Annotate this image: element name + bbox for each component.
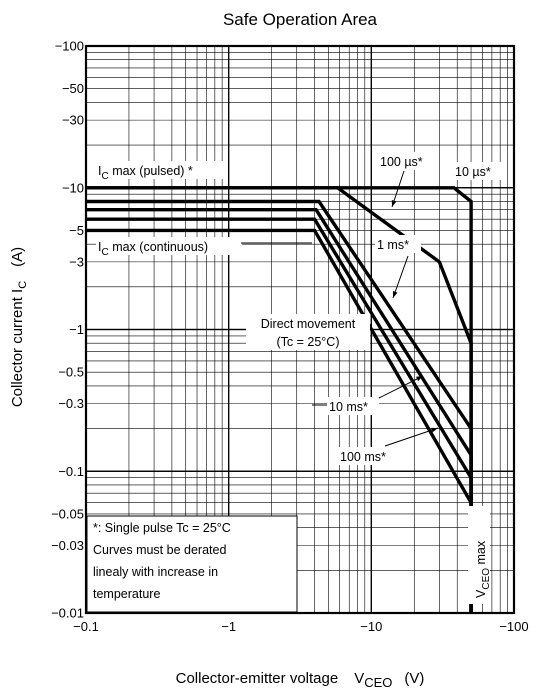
y-tick-label: −0.03 <box>51 538 84 553</box>
plot-frame <box>84 44 516 615</box>
y-tick-label: −3 <box>69 254 84 269</box>
ic-max-pulsed-label: IC max (pulsed) * <box>98 164 193 182</box>
y-tick-label: −0.05 <box>51 506 84 521</box>
ms1-arrow-head <box>392 291 398 298</box>
label-direct-movement: Direct movement <box>261 317 356 331</box>
ms10-bg <box>327 397 379 415</box>
y-tick-label: −100 <box>55 39 84 54</box>
ic-continuous-bg <box>96 237 242 255</box>
label-10us: 10 µs* <box>455 165 491 179</box>
ms1-arrow <box>392 255 409 299</box>
label-direct-movement-tc: (Tc = 25°C) <box>276 335 339 349</box>
us10-bg <box>453 162 505 180</box>
y-tick-label: −50 <box>62 81 84 96</box>
x-tick-label: −10 <box>360 619 382 634</box>
ms10-arrow <box>378 375 424 399</box>
y-tick-label: −5 <box>69 223 84 238</box>
ic-max-continuous-label: IC max (continuous) <box>98 240 208 258</box>
ms100-arrow-head <box>431 427 438 433</box>
y-tick-label: −10 <box>62 180 84 195</box>
chart-title: Safe Operation Area <box>223 10 378 29</box>
y-tick-label: −0.5 <box>58 365 84 380</box>
ms100-bg <box>338 447 400 465</box>
ms10-arrow-head <box>416 376 423 382</box>
note-line-4: temperature <box>93 587 160 601</box>
vceo-max-label: VCEO max <box>474 540 492 598</box>
y-tick-label: −0.3 <box>58 396 84 411</box>
y-tick-label: −1 <box>69 322 84 337</box>
label-100us: 100 µs* <box>380 155 423 169</box>
y-axis-label: Collector current IC(A) <box>9 247 29 407</box>
axis-ticks: −0.1 −1 −10 −100 −100 −50 −30 −10 −5 −3 −1 −0.5 −0.3… <box>51 39 529 635</box>
label-10ms: 10 ms* <box>329 400 368 414</box>
y-tick-label: −0.01 <box>51 606 84 621</box>
dc-bg <box>246 314 370 350</box>
x-tick-label: −0.1 <box>73 619 99 634</box>
note-line-3: linealy with increase in <box>93 565 218 579</box>
y-tick-label: −0.1 <box>58 464 84 479</box>
note-box <box>86 515 298 613</box>
x-tick-label: −1 <box>221 619 236 634</box>
y-tick-label: −30 <box>62 113 84 128</box>
ms1-bg <box>375 235 421 253</box>
us100-arrow-head <box>391 200 397 207</box>
label-100ms: 100 ms* <box>340 450 386 464</box>
x-axis-label: Collector-emitter voltage VCEO (V) <box>176 670 425 690</box>
label-1ms: 1 ms* <box>377 238 409 252</box>
us100-bg <box>378 152 436 170</box>
note-line-1: *: Single pulse Tc = 25°C <box>93 521 231 535</box>
note-line-2: Curves must be derated <box>93 543 226 557</box>
vceo-bg <box>468 506 490 604</box>
x-tick-label: −100 <box>499 619 528 634</box>
ic-pulsed-bg <box>96 161 226 179</box>
ms100-arrow <box>384 427 439 447</box>
annotations: IC max (pulsed) * IC max (continuous) 100 … <box>86 152 505 613</box>
